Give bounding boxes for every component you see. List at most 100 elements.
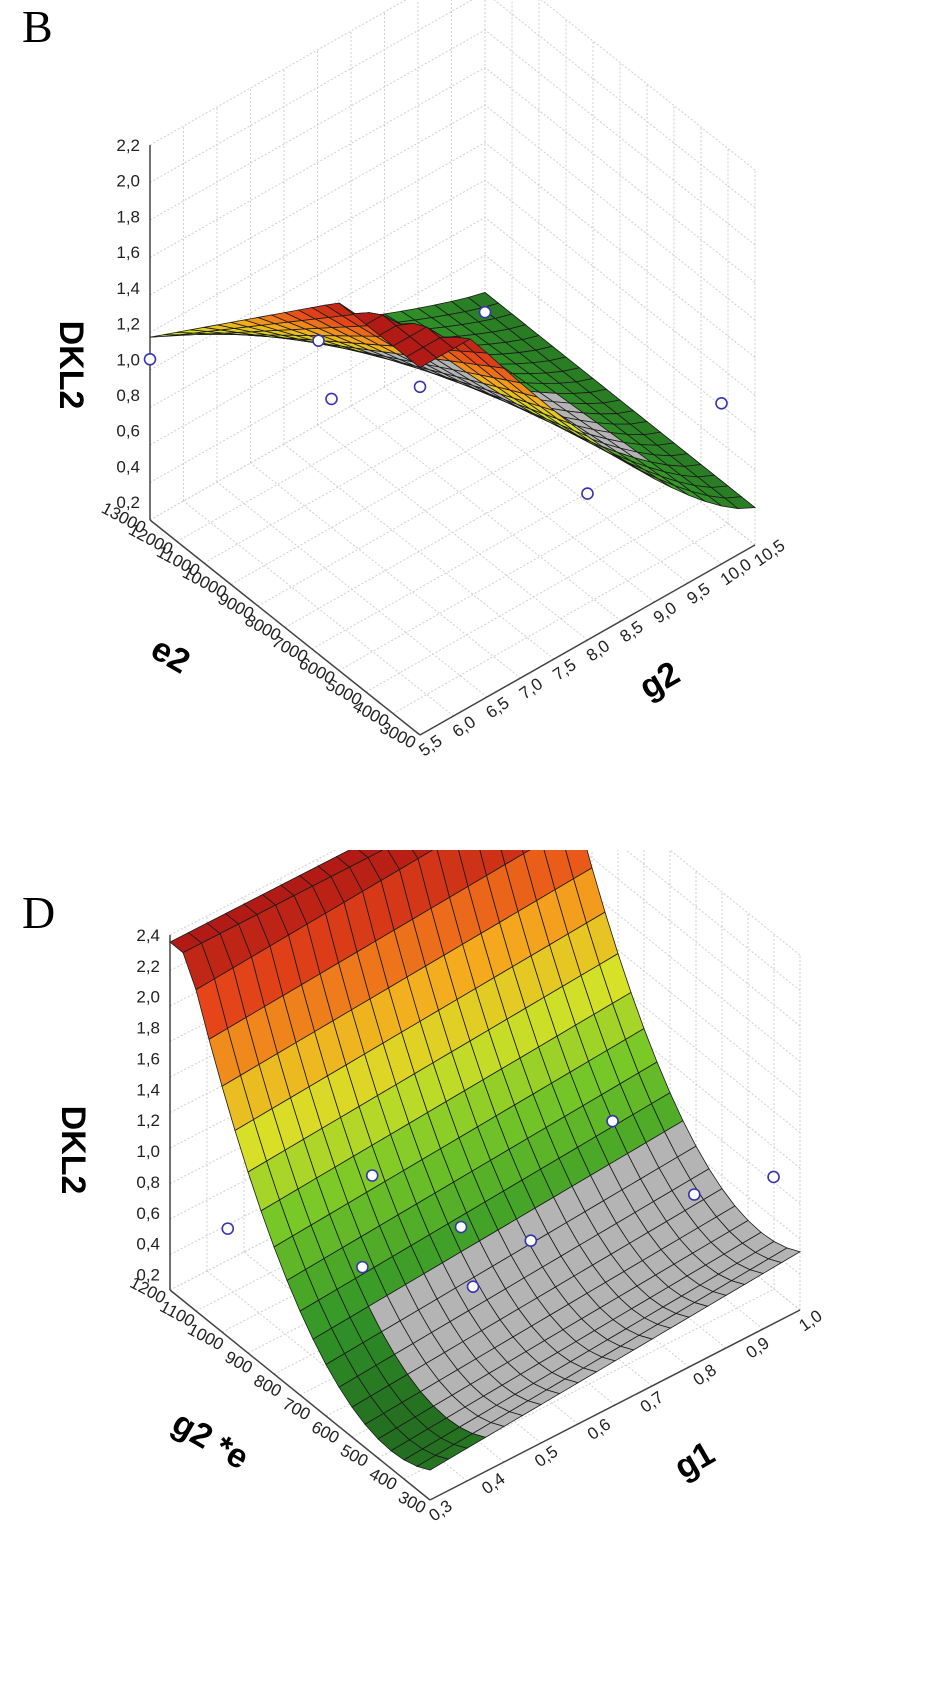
z-tick-label: 0,2 [136,1266,160,1285]
wall-grid-line [169,1099,541,1291]
wall-grid-line [149,142,486,333]
z-tick-label: 1,0 [136,1142,160,1161]
z-tick-label: 0,4 [116,457,140,476]
y-tick-label: 600 [308,1417,342,1447]
floor-grid-line [350,405,622,622]
z-tick-label: 1,0 [116,350,140,369]
x-axis-line [429,1309,801,1501]
y-axis-line [149,519,421,736]
data-point [581,487,594,500]
wall-grid-line [484,254,756,471]
y-tick-label: 300 [395,1487,429,1517]
data-point [454,1220,468,1234]
data-point [312,334,325,347]
panel-letter-d: D [22,887,56,938]
floor-grid-line [284,437,621,628]
floor-grid-line [311,458,648,650]
z-tick-label: 0,8 [136,1173,160,1192]
z-tick-label: 2,0 [116,172,140,191]
data-point [606,1114,619,1128]
data-point [143,352,157,366]
floor-grid-line [451,348,722,565]
y-tick-label: 900 [222,1347,256,1377]
data-point [413,380,427,394]
z-tick-label: 2,2 [116,136,140,155]
z-tick-label: 0,6 [136,1204,160,1223]
data-point [478,305,492,319]
z-tick-label: 0,6 [116,422,140,441]
floor-grid-line [230,394,567,585]
z-tick-label: 1,2 [136,1111,160,1130]
data-point [524,1234,538,1248]
x-axis-title: g2 [633,654,686,707]
x-axis-title: g1 [668,1434,721,1487]
floor-grid-line [183,500,454,717]
floor-grid-line [176,351,513,542]
wall-grid-line [169,1028,541,1220]
wall-grid-line [169,850,337,936]
floor-grid-line [257,415,594,607]
z-tick-label: 0,8 [116,386,140,405]
floor-grid-line [195,1120,567,1312]
x-tick-label: 0,3 [425,1496,455,1525]
data-point [356,1260,369,1274]
y-axis-title: e2 [145,630,197,682]
z-axis-title: DKL2 [54,1106,92,1195]
surface-cell [405,346,438,368]
floor-grid-line [392,523,729,714]
surface [149,292,757,510]
data-point [221,1222,235,1235]
x-tick-label: 5,5 [415,731,445,760]
floor-grid-line [338,480,675,671]
surface [169,850,802,1471]
y-tick-label: 500 [337,1441,371,1471]
floor-grid-line [384,386,655,603]
data-point [466,1280,480,1293]
z-tick-label: 2,2 [136,957,160,976]
data-point [687,1188,701,1201]
z-tick-label: 1,6 [116,243,140,262]
wall-grid-line [484,29,756,246]
y-tick-label: 800 [251,1371,285,1401]
data-point [715,396,728,410]
surface-cell [415,1455,450,1471]
data-point [767,1170,780,1184]
wall-grid-line [540,0,756,171]
panel-b: B 0,2 0,4 0,6 0,8 1,0 1,2 1,4 1,6 1,8 2,0 2,2 3000 4… [22,0,788,760]
z-tick-label: 2,0 [136,988,160,1007]
wall-grid-line [484,104,756,321]
y-axis-title: g2 *e [166,1404,255,1478]
x-tick-label: 10,5 [750,536,788,571]
wall-grid-line [149,0,473,183]
wall-grid-line [149,104,486,296]
floor-grid-line [203,372,540,564]
data-points [221,1114,780,1293]
z-tick-label: 1,4 [136,1080,160,1099]
axes [149,145,756,736]
wall-grid-line [169,993,541,1184]
panel-letter-b: B [22,1,53,52]
floor-grid-line [417,367,689,584]
z-tick-label: 2,4 [136,926,160,945]
tick-labels: 0,20,40,60,81,01,21,41,61,82,02,23000400… [98,136,788,760]
data-points [143,305,728,500]
surface-plot-d: 0,2 0,4 0,6 0,8 1,0 1,2 1,4 1,6 1,8 2,0 2,2 2,4 3004… [54,850,826,1525]
wall-grid-line [169,1064,541,1255]
data-point [365,1169,379,1182]
z-tick-label: 1,6 [136,1049,160,1068]
floor-grid-line [250,462,521,679]
wall-grid-line [149,254,486,446]
floor-grid-line [283,443,555,660]
surface-plot-b: 0,20,40,60,81,01,21,41,61,82,02,23000400… [52,0,788,760]
wall-grid-line [149,29,486,221]
z-tick-label: 1,8 [116,207,140,226]
y-axis-line [169,1289,431,1501]
data-point [325,392,338,406]
x-tick-label: 10,0 [717,555,755,590]
z-tick-label: 1,8 [136,1019,160,1038]
panel-d: D 0,2 0,4 0,6 0,8 1,0 1,2 1,4 1,6 1,8 2,0 2,2 2,4 30… [0,850,929,1700]
wall-grid-line [493,0,756,208]
axes [169,935,801,1501]
wall-grid-line [484,67,756,283]
z-tick-label: 0,2 [116,493,140,512]
